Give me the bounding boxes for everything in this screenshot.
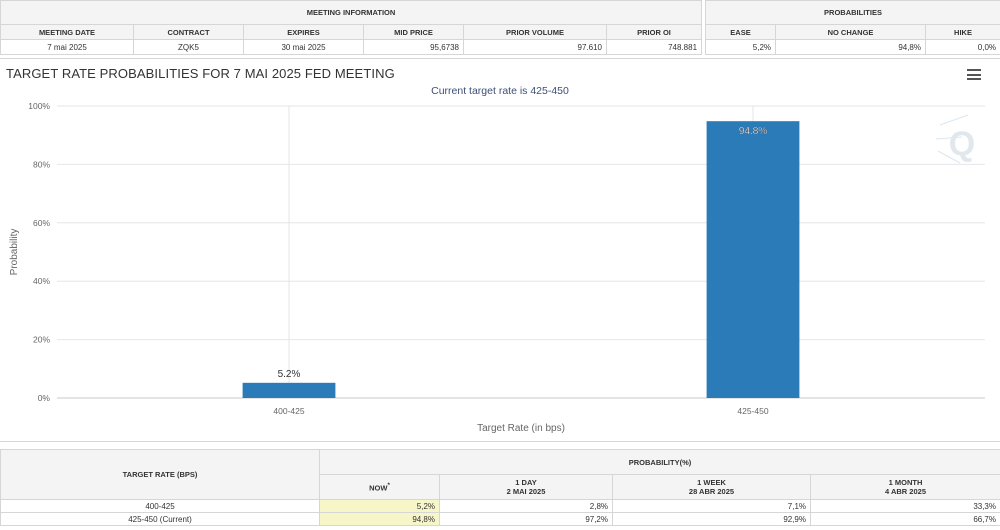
- y-axis-title: Probability: [9, 229, 20, 276]
- no-change-value: 94,8%: [775, 39, 926, 55]
- meeting-info-table: MEETING INFORMATION MEETING DATE CONTRAC…: [0, 0, 703, 55]
- contract-value: ZQK5: [133, 39, 244, 55]
- col-header-expires: EXPIRES: [243, 24, 364, 40]
- col-date-1-month: 4 ABR 2025: [885, 487, 926, 496]
- col-header-prior-oi: PRIOR OI: [605, 24, 703, 40]
- table-row: 400-425 5,2% 2,8% 7,1% 33,3%: [0, 499, 1000, 513]
- chart-title: TARGET RATE PROBABILITIES FOR 7 MAI 2025…: [6, 66, 395, 81]
- col-header-now: NOW*: [319, 474, 440, 500]
- 1-week-value: 7,1%: [612, 499, 811, 513]
- meeting-info-title: MEETING INFORMATION: [0, 0, 703, 25]
- chart-panel: 0% 20% 40% 60% 80% 100% 5.2% 400-425 94.8% 425-45…: [0, 58, 1000, 442]
- probabilities-title: PROBABILITIES: [704, 0, 1000, 25]
- x-axis-title: Target Rate (in bps): [477, 423, 565, 434]
- y-tick-label: 40%: [33, 276, 50, 286]
- col-header-1-day: 1 DAY 2 MAI 2025: [439, 474, 613, 500]
- col-header-1-month: 1 MONTH 4 ABR 2025: [810, 474, 1000, 500]
- y-tick-label: 20%: [33, 335, 50, 345]
- rate-label: 400-425: [0, 499, 320, 513]
- bar-data-label: 94.8%: [739, 126, 767, 137]
- y-tick-label: 80%: [33, 159, 50, 169]
- now-value: 5,2%: [319, 499, 440, 513]
- watermark-letter: Q: [949, 125, 975, 163]
- ease-value: 5,2%: [705, 39, 776, 55]
- expires-value: 30 mai 2025: [243, 39, 364, 55]
- now-asterisk: *: [387, 481, 390, 489]
- col-date-1-week: 28 ABR 2025: [688, 487, 735, 496]
- target-rate-header: TARGET RATE (BPS): [0, 449, 320, 500]
- hamburger-menu-icon[interactable]: [967, 69, 981, 80]
- col-header-prior-volume: PRIOR VOLUME: [463, 24, 607, 40]
- bar-400-425: [242, 382, 336, 398]
- col-header-ease: EASE: [705, 24, 776, 40]
- 1-month-value: 66,7%: [810, 512, 1000, 526]
- x-tick-label: 425-450: [737, 406, 768, 416]
- mid-price-value: 95,6738: [363, 39, 464, 55]
- hike-value: 0,0%: [924, 39, 1000, 55]
- prior-oi-value: 748.881: [605, 39, 703, 55]
- bar-data-label: 5.2%: [278, 369, 301, 380]
- probabilities-table: PROBABILITIES EASE NO CHANGE HIKE 5,2% 9…: [704, 0, 1000, 55]
- rate-label: 425-450 (Current): [0, 512, 320, 526]
- 1-day-value: 97,2%: [439, 512, 613, 526]
- y-tick-label: 100%: [28, 101, 50, 111]
- x-tick-label: 400-425: [273, 406, 304, 416]
- meeting-date-value: 7 mai 2025: [0, 39, 134, 55]
- 1-month-value: 33,3%: [810, 499, 1000, 513]
- col-header-hike: HIKE: [924, 24, 1000, 40]
- bar-chart: 0% 20% 40% 60% 80% 100% 5.2% 400-425 94.8% 425-45…: [9, 101, 985, 434]
- prior-volume-value: 97.610: [463, 39, 607, 55]
- col-header-meeting-date: MEETING DATE: [0, 24, 134, 40]
- 1-week-value: 92,9%: [612, 512, 811, 526]
- probability-header: PROBABILITY(%): [319, 449, 1000, 475]
- col-header-contract: CONTRACT: [133, 24, 244, 40]
- col-header-1-week: 1 WEEK 28 ABR 2025: [612, 474, 811, 500]
- now-value: 94,8%: [319, 512, 440, 526]
- col-date-1-day: 2 MAI 2025: [506, 487, 546, 496]
- 1-day-value: 2,8%: [439, 499, 613, 513]
- chart-subtitle: Current target rate is 425-450: [431, 85, 569, 97]
- bar-425-450: [706, 121, 800, 399]
- target-rate-probability-table: TARGET RATE (BPS) PROBABILITY(%) NOW* 1 …: [0, 449, 1000, 526]
- watermark-logo: Q: [935, 114, 975, 164]
- y-tick-label: 0%: [38, 393, 51, 403]
- col-header-mid-price: MID PRICE: [363, 24, 464, 40]
- y-tick-label: 60%: [33, 218, 50, 228]
- table-row: 425-450 (Current) 94,8% 97,2% 92,9% 66,7…: [0, 512, 1000, 526]
- col-header-no-change: NO CHANGE: [775, 24, 926, 40]
